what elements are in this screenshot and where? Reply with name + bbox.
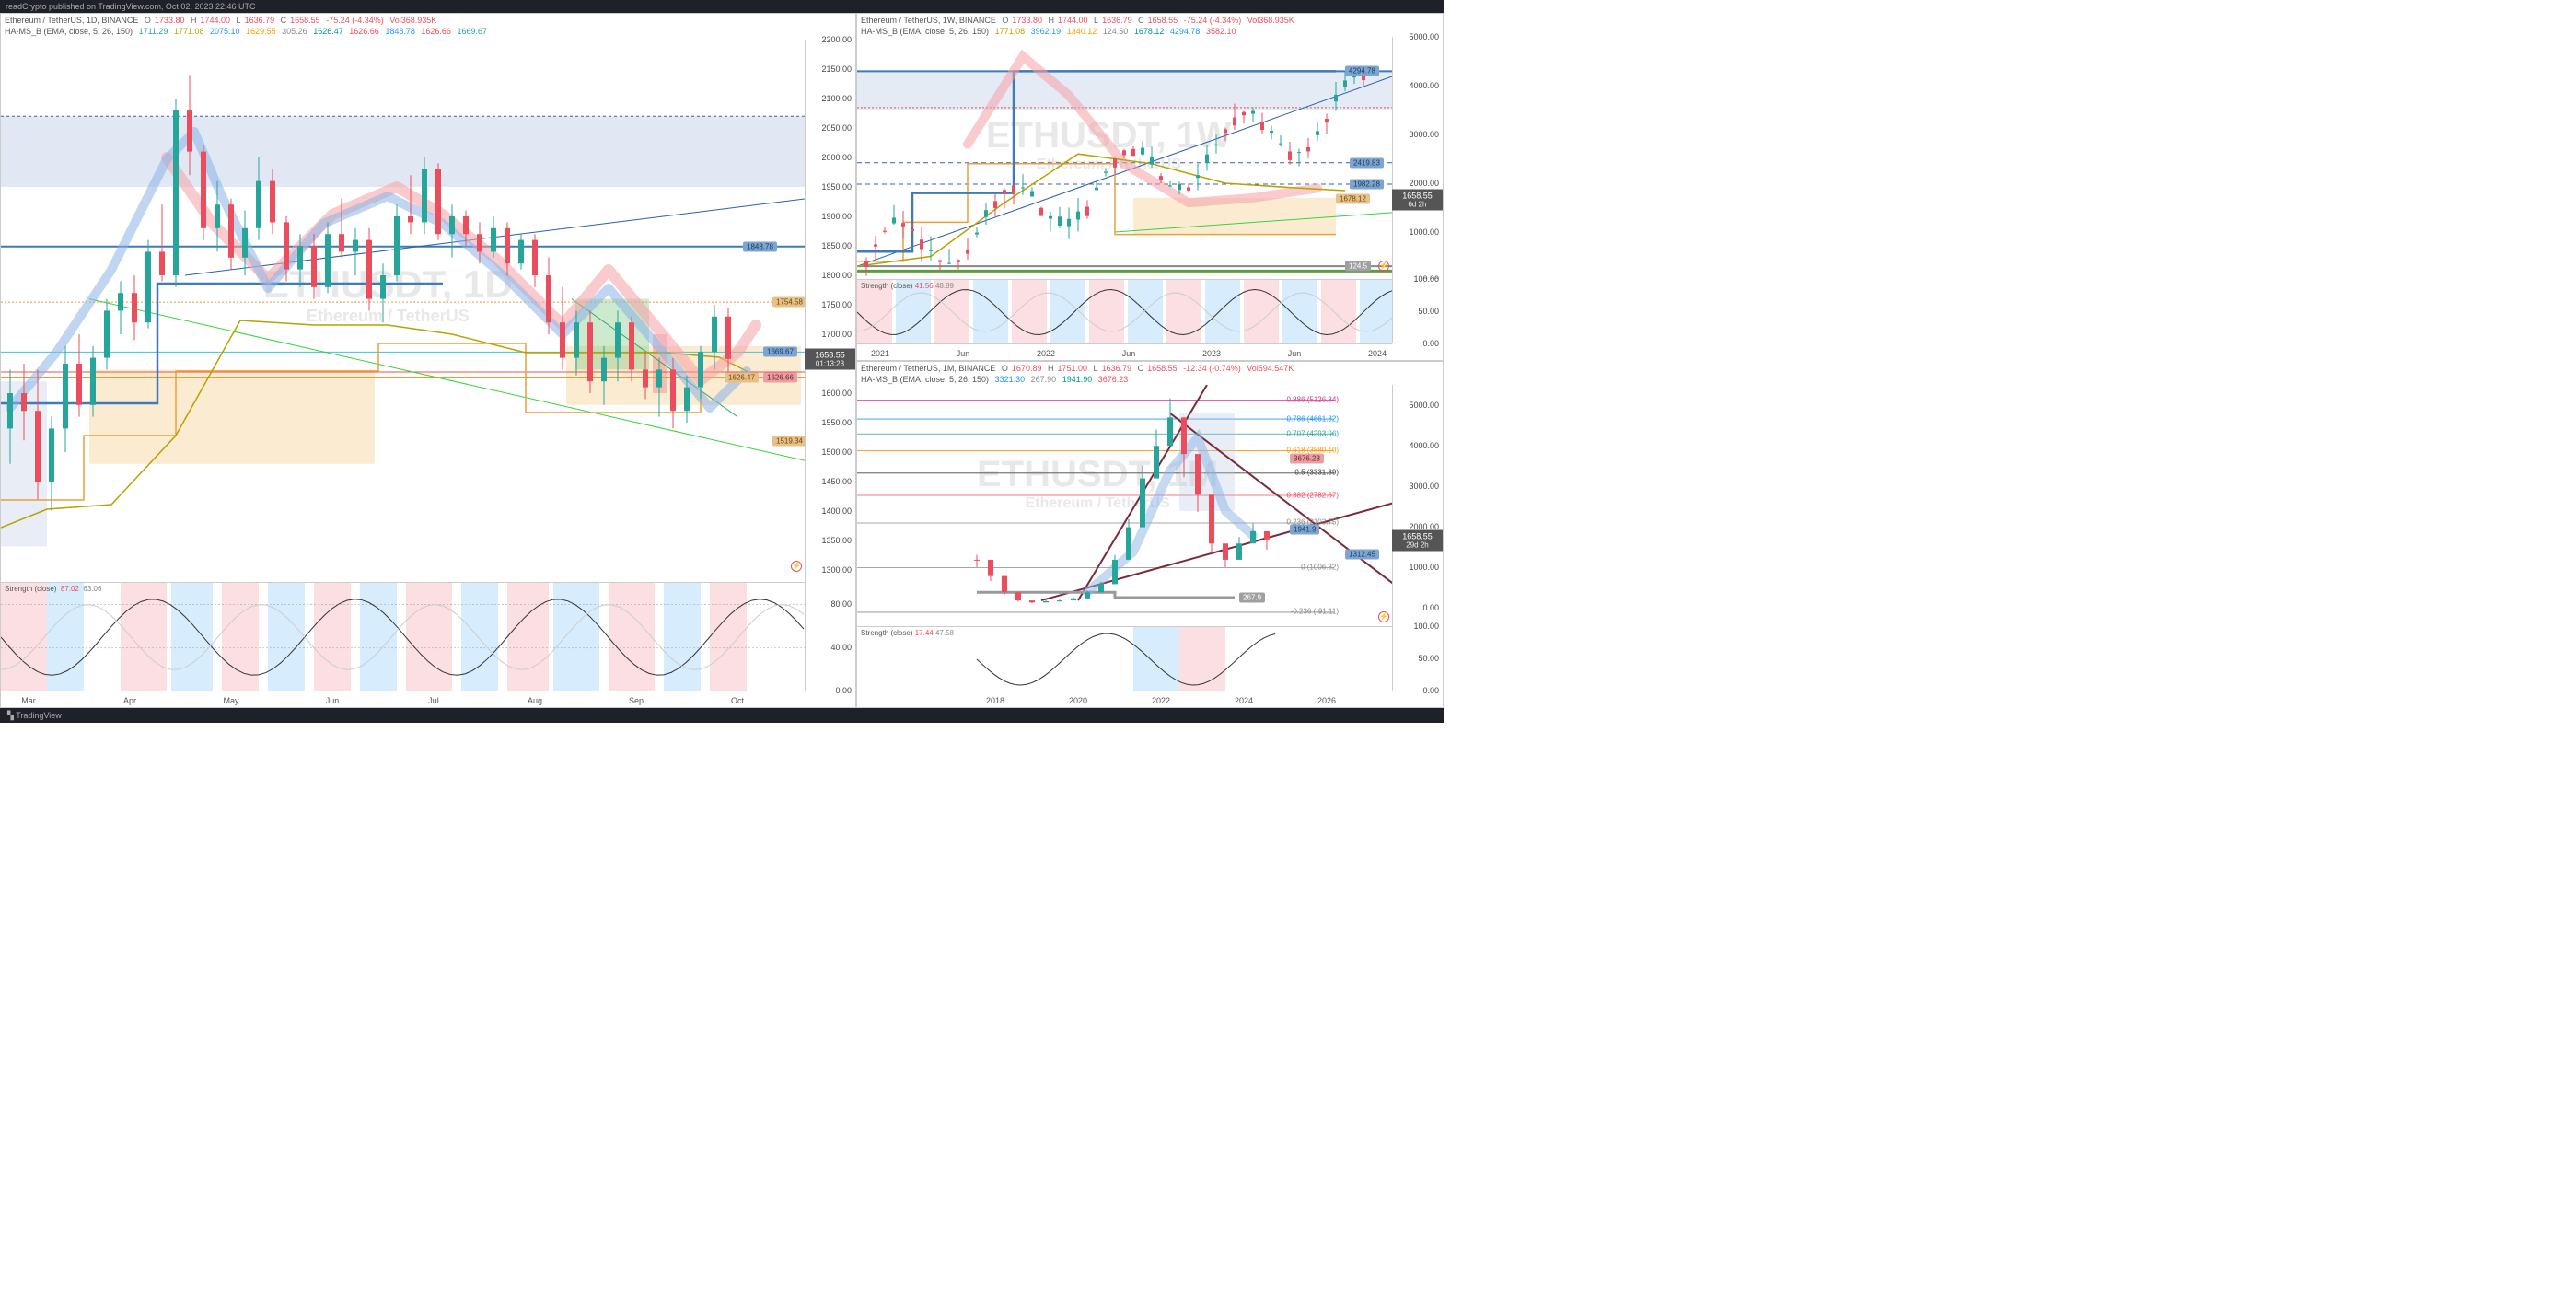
- monthly-osc-y-axis[interactable]: 0.0050.00100.00: [1392, 626, 1443, 691]
- daily-osc-svg[interactable]: [1, 583, 805, 691]
- osc-label: Strength (close) 17.44 47.58: [861, 629, 954, 637]
- daily-indicator-header: HA-MS_B (EMA, close, 5, 26, 150) 1711.29…: [5, 27, 494, 36]
- monthly-chart-body[interactable]: 3676.231941.91312.45267.9 0.886 (5126.34…: [857, 385, 1392, 627]
- monthly-y-axis[interactable]: 0.001000.002000.003000.004000.005000.001…: [1392, 385, 1443, 627]
- daily-oscillator[interactable]: Strength (close) 87.02 63.06: [1, 582, 805, 691]
- daily-y-axis[interactable]: 1300.001350.001400.001450.001500.001550.…: [805, 40, 855, 582]
- weekly-chart-svg[interactable]: [857, 37, 1394, 281]
- weekly-indicator-header: HA-MS_B (EMA, close, 5, 26, 150) 1771.08…: [861, 27, 1243, 36]
- publish-info-bar: readCrypto published on TradingView.com,…: [0, 0, 1444, 13]
- osc-label: Strength (close) 87.02 63.06: [5, 585, 101, 593]
- monthly-indicator-header: HA-MS_B (EMA, close, 5, 26, 150) 3321.30…: [861, 375, 1135, 384]
- weekly-x-axis[interactable]: 2021Jun2022Jun2023Jun2024: [857, 343, 1392, 360]
- chart-grid: Ethereum / TetherUS, 1D, BINANCE O1733.8…: [0, 13, 1444, 708]
- daily-chart-svg[interactable]: [1, 40, 806, 570]
- lightning-icon[interactable]: ⚡: [791, 561, 802, 572]
- daily-chart-panel[interactable]: Ethereum / TetherUS, 1D, BINANCE O1733.8…: [0, 13, 856, 708]
- daily-osc-y-axis[interactable]: 0.0040.0080.00: [805, 582, 855, 691]
- weekly-oscillator[interactable]: Strength (close) 41.56 48.89: [857, 279, 1392, 343]
- weekly-chart-body[interactable]: 4294.782419.831982.281678.12124.5: [857, 37, 1392, 279]
- daily-x-axis[interactable]: MarAprMayJunJulAugSepOct: [1, 691, 805, 707]
- lightning-icon[interactable]: ⚡: [1378, 611, 1389, 622]
- weekly-osc-y-axis[interactable]: 0.0050.00100.00: [1392, 279, 1443, 343]
- lightning-icon[interactable]: ⚡: [1378, 261, 1389, 272]
- monthly-symbol-header: Ethereum / TetherUS, 1M, BINANCE O1670.8…: [861, 364, 1297, 373]
- osc-label: Strength (close) 41.56 48.89: [861, 282, 954, 290]
- page-root: readCrypto published on TradingView.com,…: [0, 0, 1444, 723]
- weekly-chart-panel[interactable]: Ethereum / TetherUS, 1W, BINANCE O1733.8…: [856, 13, 1444, 361]
- footer-bar: ▚ TradingView: [0, 708, 1444, 723]
- daily-chart-body[interactable]: 1848.781754.581669.671626.661626.471519.…: [1, 40, 805, 582]
- daily-symbol-header: Ethereum / TetherUS, 1D, BINANCE O1733.8…: [5, 16, 440, 25]
- symbol-name: Ethereum / TetherUS, 1D, BINANCE: [5, 16, 138, 25]
- weekly-y-axis[interactable]: 0.001000.002000.003000.004000.005000.001…: [1392, 37, 1443, 279]
- tradingview-logo: ▚ TradingView: [7, 711, 62, 720]
- monthly-oscillator[interactable]: Strength (close) 17.44 47.58: [857, 626, 1392, 691]
- weekly-symbol-header: Ethereum / TetherUS, 1W, BINANCE O1733.8…: [861, 16, 1298, 25]
- monthly-chart-panel[interactable]: Ethereum / TetherUS, 1M, BINANCE O1670.8…: [856, 361, 1444, 709]
- monthly-x-axis[interactable]: 20182020202220242026: [857, 691, 1392, 707]
